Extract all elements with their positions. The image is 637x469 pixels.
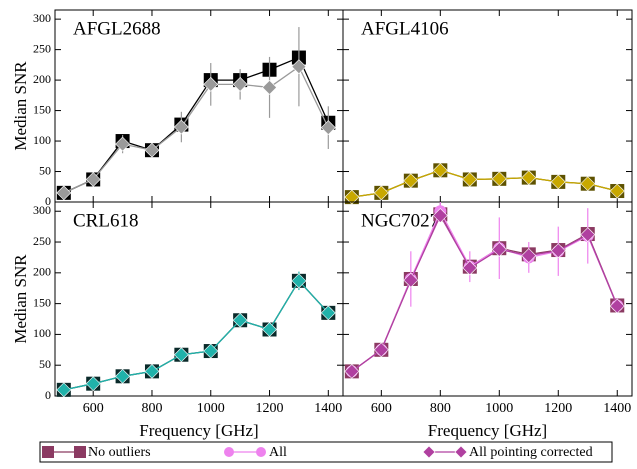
y-tick-label: 150 xyxy=(33,295,51,309)
marker xyxy=(291,59,307,75)
marker xyxy=(262,79,277,95)
series-line xyxy=(351,209,618,372)
marker xyxy=(203,343,219,359)
x-tick-label: 1000 xyxy=(485,401,513,416)
y-axis-label: Median SNR xyxy=(11,61,30,151)
panel-title: AFGL2688 xyxy=(73,18,161,39)
legend-label: All xyxy=(269,445,287,460)
marker xyxy=(462,260,478,276)
y-tick-label: 50 xyxy=(39,163,51,177)
marker xyxy=(262,322,277,337)
marker xyxy=(580,176,596,192)
y-tick-label: 0 xyxy=(45,388,51,402)
marker xyxy=(56,185,72,201)
legend-box xyxy=(39,441,613,463)
legend-marker xyxy=(224,447,234,457)
series-line xyxy=(351,214,618,372)
y-tick-label: 300 xyxy=(33,11,51,25)
legend-marker xyxy=(256,447,266,457)
marker xyxy=(85,172,101,187)
marker xyxy=(609,298,625,314)
y-tick-label: 250 xyxy=(33,234,51,248)
y-tick-label: 200 xyxy=(33,72,51,86)
marker xyxy=(432,208,448,223)
x-tick-label: 1200 xyxy=(544,401,572,416)
y-tick-label: 200 xyxy=(33,265,51,279)
y-tick-label: 0 xyxy=(45,194,51,208)
marker xyxy=(521,170,537,186)
x-axis-label: Frequency [GHz] xyxy=(139,421,258,440)
legend-marker xyxy=(422,445,436,459)
legend-label: All pointing corrected xyxy=(469,445,593,460)
x-tick-label: 600 xyxy=(371,401,392,416)
y-tick-label: 100 xyxy=(33,133,51,147)
legend-label: No outliers xyxy=(88,445,151,460)
y-tick-label: 100 xyxy=(33,326,51,340)
x-tick-label: 1400 xyxy=(603,401,631,416)
marker xyxy=(173,347,189,363)
panel-title: NGC7027 xyxy=(361,210,439,231)
legend-marker xyxy=(74,446,86,458)
x-tick-label: 1000 xyxy=(197,401,225,416)
marker xyxy=(580,227,596,243)
legend-marker xyxy=(454,445,468,459)
series-line xyxy=(63,65,329,194)
series-line xyxy=(351,212,618,372)
marker xyxy=(344,189,360,205)
x-tick-label: 600 xyxy=(83,401,104,416)
panel-title: CRL618 xyxy=(73,210,138,231)
y-tick-label: 300 xyxy=(33,203,51,217)
marker xyxy=(373,185,389,201)
marker xyxy=(491,171,507,187)
y-tick-label: 150 xyxy=(33,102,51,116)
marker xyxy=(462,172,478,187)
marker xyxy=(373,342,389,358)
marker xyxy=(320,120,336,136)
x-tick-label: 800 xyxy=(430,401,451,416)
marker xyxy=(173,119,189,135)
marker xyxy=(85,376,101,392)
x-tick-label: 800 xyxy=(141,401,162,416)
y-tick-label: 50 xyxy=(39,357,51,371)
y-tick-label: 250 xyxy=(33,41,51,55)
marker xyxy=(432,162,448,178)
marker xyxy=(144,363,160,379)
marker xyxy=(115,368,131,384)
legend-marker xyxy=(42,446,54,458)
x-axis-label: Frequency [GHz] xyxy=(428,421,547,440)
series-line xyxy=(63,56,329,194)
marker xyxy=(320,305,336,321)
marker xyxy=(403,272,419,288)
marker xyxy=(203,76,219,92)
marker xyxy=(344,363,360,379)
panel-title: AFGL4106 xyxy=(361,18,449,39)
y-axis-label: Median SNR xyxy=(11,254,30,344)
marker xyxy=(550,174,566,190)
marker xyxy=(609,183,625,199)
panel-frame xyxy=(342,201,633,397)
x-tick-label: 1400 xyxy=(314,401,342,416)
marker xyxy=(56,382,72,398)
marker xyxy=(115,136,131,152)
series-line xyxy=(351,169,618,198)
marker xyxy=(521,248,537,264)
marker xyxy=(491,241,507,257)
marker xyxy=(232,76,248,92)
marker xyxy=(144,142,160,158)
x-tick-label: 1200 xyxy=(256,401,284,416)
marker xyxy=(232,312,248,328)
series-line xyxy=(63,279,329,391)
marker xyxy=(403,173,419,189)
marker xyxy=(550,243,566,259)
marker xyxy=(291,273,307,289)
